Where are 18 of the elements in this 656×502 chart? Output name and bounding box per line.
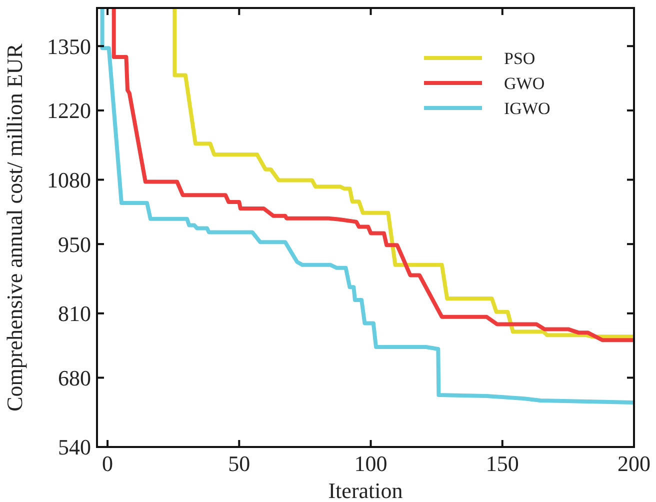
y-tick-label: 810 bbox=[58, 301, 91, 326]
x-tick-label: 200 bbox=[618, 451, 650, 476]
y-tick-label: 1080 bbox=[47, 167, 91, 192]
y-tick-label: 950 bbox=[58, 232, 91, 257]
x-axis-title: Iteration bbox=[328, 478, 403, 502]
y-tick-label: 680 bbox=[58, 365, 91, 390]
legend-label: GWO bbox=[504, 74, 545, 93]
x-tick-label: 0 bbox=[102, 451, 114, 476]
legend-label: PSO bbox=[504, 48, 536, 68]
y-tick-label: 1220 bbox=[47, 98, 91, 124]
y-tick-label: 540 bbox=[58, 434, 91, 460]
y-axis-title: Comprehensive annual cost/ million EUR bbox=[2, 43, 27, 412]
legend-label: IGWO bbox=[504, 98, 550, 118]
y-tick-label: 1350 bbox=[47, 34, 91, 59]
x-tick-label: 50 bbox=[228, 451, 250, 476]
line-series bbox=[100, 8, 634, 404]
x-tick-label: 100 bbox=[354, 451, 388, 476]
x-tick-label: 150 bbox=[486, 451, 519, 476]
